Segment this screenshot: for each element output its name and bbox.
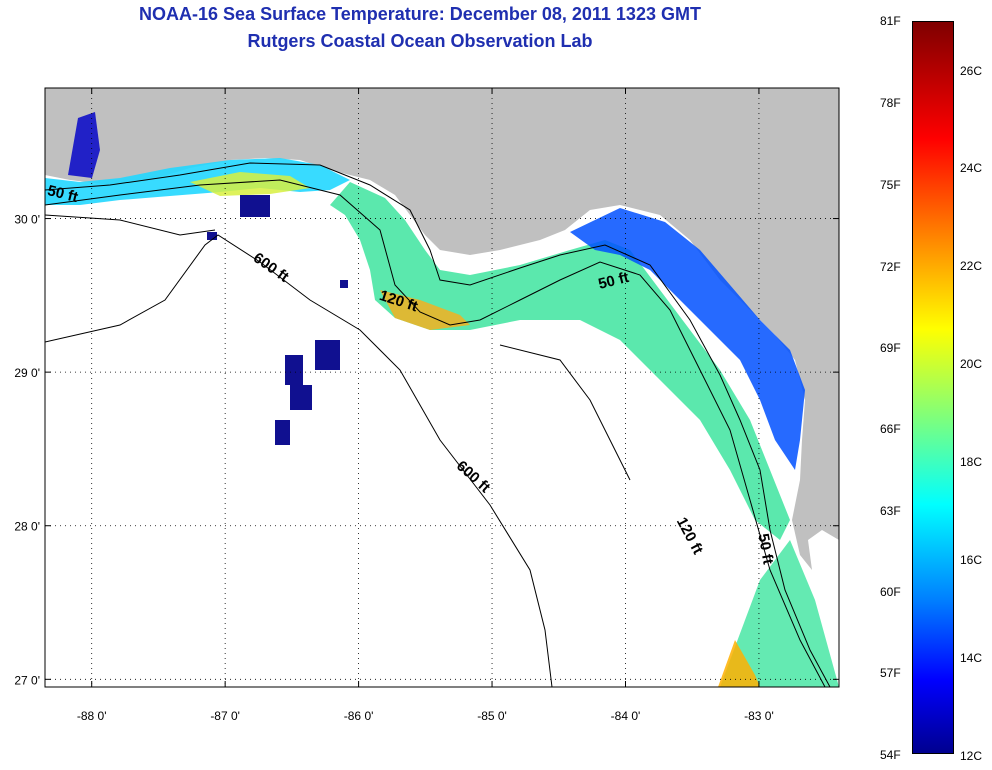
lat-tick-label: 28 0': [14, 520, 40, 534]
lon-tick-label: -84 0': [611, 709, 641, 723]
tick-marks: [45, 88, 839, 687]
lon-tick-label: -88 0': [77, 709, 107, 723]
lon-tick-label: -86 0': [344, 709, 374, 723]
colorbar-label-f: 57F: [880, 666, 901, 680]
contour-label-50ft-b: 50 ft: [597, 269, 631, 293]
colorbar-label-c: 24C: [960, 161, 983, 175]
colorbar-label-c: 14C: [960, 651, 983, 665]
sst-cold-patches: [207, 195, 348, 445]
sst-cold-coast-east: [570, 208, 805, 470]
lat-tick-label: 29 0': [14, 366, 40, 380]
colorbar-label-f: 69F: [880, 341, 901, 355]
sst-warm-bend: [380, 290, 470, 330]
colorbar-label-c: 26C: [960, 64, 983, 78]
bathymetry-contours: [45, 162, 831, 687]
lat-tick-label: 27 0': [14, 673, 40, 687]
temperature-colorbar: [912, 21, 954, 754]
colorbar-label-f: 60F: [880, 585, 901, 599]
sst-map: -88 0' -87 0' -86 0' -85 0' -84 0' -83 0' 30 0…: [14, 87, 840, 723]
sst-south-wedge: [720, 540, 839, 687]
colorbar-label-c: 16C: [960, 553, 983, 567]
colorbar-label-f: 72F: [880, 260, 901, 274]
colorbar-label-f: 75F: [880, 178, 901, 192]
lon-tick-label: -87 0': [210, 709, 240, 723]
contour-label-50ft-nw: 50 ft: [46, 182, 80, 206]
sst-warm-south: [718, 640, 760, 687]
colorbar-label-f: 78F: [880, 96, 901, 110]
contour-50ft: [45, 162, 831, 687]
colorbar-label-f: 63F: [880, 504, 901, 518]
colorbar-label-c: 20C: [960, 357, 983, 371]
map-subtitle: Rutgers Coastal Ocean Observation Lab: [247, 31, 593, 51]
colorbar-label-f: 81F: [880, 14, 901, 28]
contour-600ft: [45, 234, 553, 687]
contour-label-50ft-c: 50 ft: [754, 532, 776, 565]
colorbar-label-c: 12C: [960, 749, 983, 763]
colorbar-label-c: 22C: [960, 259, 983, 273]
colorbar-label-c: 18C: [960, 455, 983, 469]
colorbar-label-f: 54F: [880, 748, 901, 762]
lat-tick-label: 30 0': [14, 213, 40, 227]
map-title: NOAA-16 Sea Surface Temperature: Decembe…: [139, 4, 701, 24]
sst-warm-nw: [190, 172, 310, 196]
lon-tick-label: -83 0': [744, 709, 774, 723]
shoreline: [45, 214, 631, 481]
sst-band-bend: [330, 182, 790, 540]
lon-tick-label: -85 0': [477, 709, 507, 723]
land-mass: [45, 88, 839, 570]
contour-120ft: [45, 179, 826, 687]
colorbar-label-f: 66F: [880, 422, 901, 436]
map-frame: [44, 87, 840, 688]
tick-labels: -88 0' -87 0' -86 0' -85 0' -84 0' -83 0' 30 0…: [14, 213, 773, 723]
